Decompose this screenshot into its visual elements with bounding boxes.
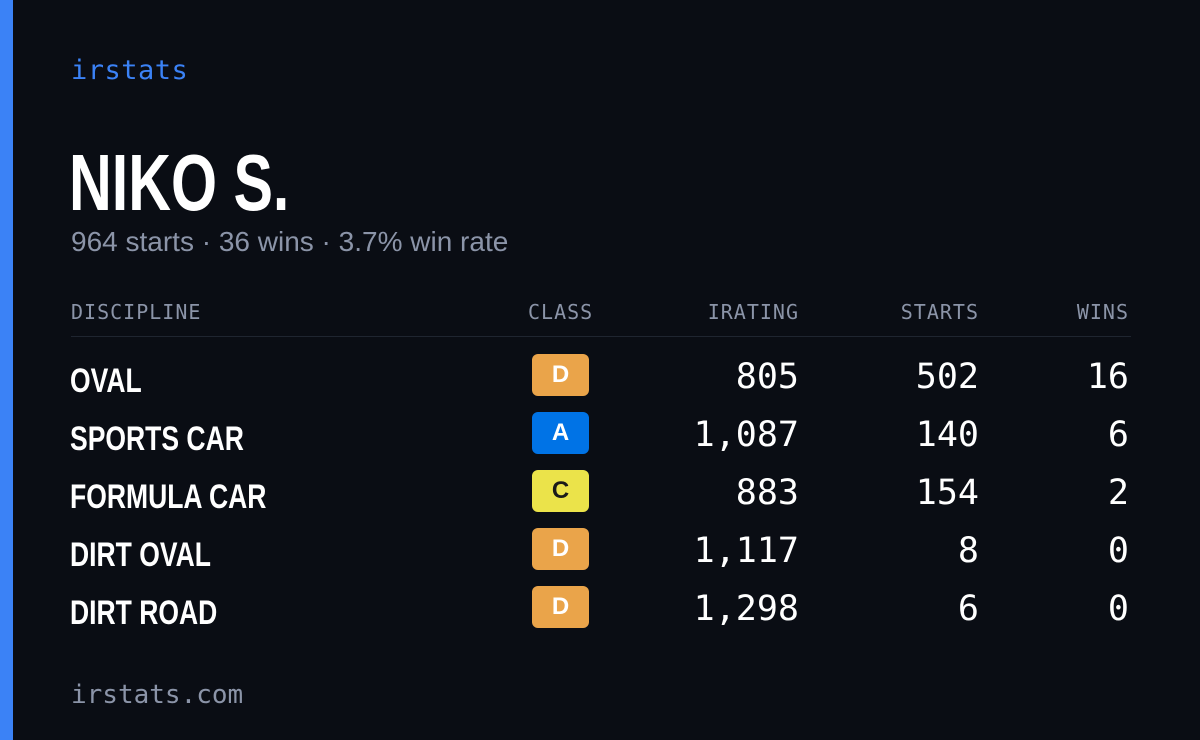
class-badge: D [532,528,589,570]
class-badge: D [532,354,589,396]
header-starts: STARTS [900,300,979,324]
irating-value: 1,298 [693,589,799,629]
class-badge: C [532,470,589,512]
table-row: SPORTS CAR A 1,087 140 6 [70,412,1131,470]
header-wins: WINS [1076,300,1129,324]
table-row: FORMULA CAR C 883 154 2 [70,470,1131,528]
discipline-name: FORMULA CAR [70,478,267,516]
starts-value: 8 [957,531,979,571]
wins-value: 16 [1086,357,1129,397]
irating-value: 1,087 [693,415,799,455]
table-row: OVAL D 805 502 16 [70,354,1131,412]
starts-value: 140 [915,415,979,455]
table-row: DIRT OVAL D 1,117 8 0 [70,528,1131,586]
accent-bar [0,0,13,740]
driver-summary: 964 starts · 36 wins · 3.7% win rate [71,226,509,257]
irating-value: 805 [735,357,799,397]
discipline-name: DIRT ROAD [70,594,218,632]
wins-value: 0 [1107,589,1129,629]
wins-value: 0 [1107,531,1129,571]
class-badge: D [532,586,589,628]
header-class: CLASS [528,300,594,324]
starts-value: 502 [915,357,979,397]
driver-name: NIKO S. [69,138,290,227]
brand-logo: irstats [71,55,189,86]
irating-value: 1,117 [693,531,799,571]
discipline-name: SPORTS CAR [70,420,244,458]
discipline-name: DIRT OVAL [70,536,211,574]
footer-url[interactable]: irstats.com [71,680,244,710]
table-row: DIRT ROAD D 1,298 6 0 [70,586,1131,644]
class-badge: A [532,412,589,454]
wins-value: 2 [1107,473,1129,513]
starts-value: 6 [957,589,979,629]
header-irating: IRATING [707,300,799,324]
wins-value: 6 [1107,415,1129,455]
header-discipline: DISCIPLINE [71,300,202,324]
table-header: DISCIPLINE CLASS IRATING STARTS WINS [71,300,1131,337]
discipline-name: OVAL [70,362,142,400]
starts-value: 154 [915,473,979,513]
irating-value: 883 [735,473,799,513]
